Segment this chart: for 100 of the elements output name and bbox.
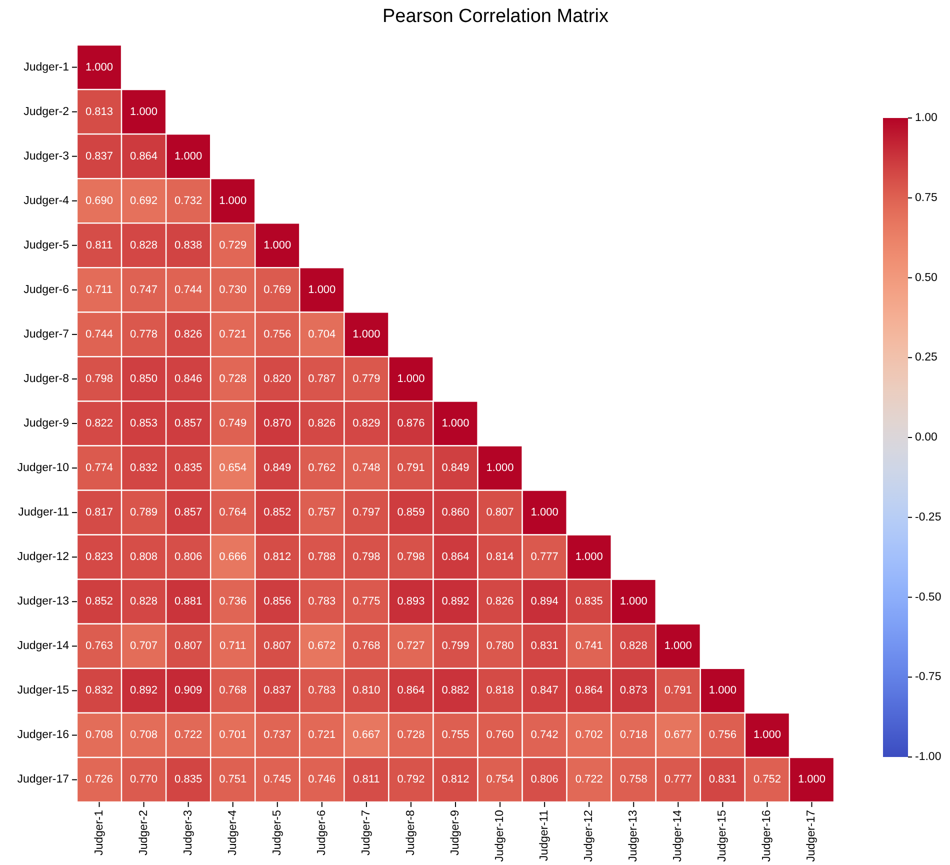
data-label: 1.000 bbox=[308, 284, 336, 296]
data-label: 1.000 bbox=[397, 372, 425, 385]
data-label: 0.881 bbox=[174, 596, 202, 608]
color-bar-label: -0.75 bbox=[915, 671, 942, 684]
data-label: 0.837 bbox=[86, 150, 114, 162]
data-label: 0.849 bbox=[442, 462, 470, 474]
data-label: 0.741 bbox=[575, 640, 603, 652]
data-label: 0.892 bbox=[442, 596, 470, 608]
data-label: 0.835 bbox=[575, 596, 603, 608]
x-tick-label: Judger-10 bbox=[494, 810, 506, 862]
data-label: 0.792 bbox=[397, 774, 425, 786]
data-label: 0.711 bbox=[219, 640, 246, 652]
data-label: 0.744 bbox=[174, 284, 202, 296]
data-label: 0.701 bbox=[219, 729, 247, 742]
data-label: 0.893 bbox=[397, 596, 425, 608]
data-label: 0.818 bbox=[486, 684, 514, 697]
x-tick-label: Judger-7 bbox=[360, 810, 372, 856]
data-label: 0.742 bbox=[530, 729, 558, 742]
data-label: 1.000 bbox=[708, 684, 736, 697]
data-label: 0.732 bbox=[174, 194, 202, 207]
x-tick-label: Judger-6 bbox=[316, 810, 328, 856]
data-label: 0.762 bbox=[308, 462, 336, 474]
data-label: 0.823 bbox=[86, 551, 114, 564]
data-label: 0.864 bbox=[130, 150, 158, 162]
data-label: 0.828 bbox=[130, 596, 158, 608]
color-bar-label: -0.25 bbox=[915, 511, 942, 524]
data-label: 0.791 bbox=[664, 684, 692, 697]
data-label: 1.000 bbox=[753, 729, 781, 742]
data-label: 1.000 bbox=[174, 150, 202, 162]
data-label: 0.783 bbox=[308, 684, 336, 697]
data-label: 0.797 bbox=[352, 506, 380, 519]
data-label: 0.864 bbox=[397, 684, 425, 697]
y-tick-label: Judger-3 bbox=[24, 150, 69, 162]
color-bar-label: 0.00 bbox=[915, 432, 938, 444]
data-label: 0.826 bbox=[174, 328, 202, 340]
x-tick-label: Judger-4 bbox=[226, 809, 239, 856]
data-label: 0.756 bbox=[264, 328, 292, 340]
data-label: 0.832 bbox=[130, 462, 158, 474]
data-label: 0.860 bbox=[442, 506, 470, 519]
data-label: 0.837 bbox=[264, 684, 292, 697]
data-label: 0.745 bbox=[264, 774, 292, 786]
data-label: 0.894 bbox=[530, 596, 558, 608]
data-label: 0.754 bbox=[486, 774, 514, 786]
x-tick-label: Judger-14 bbox=[672, 809, 684, 862]
data-label: 0.748 bbox=[352, 462, 380, 474]
data-label: 0.812 bbox=[264, 551, 292, 564]
data-label: 0.857 bbox=[174, 506, 202, 519]
color-bar-label: -0.50 bbox=[915, 591, 942, 604]
x-tick-label: Judger-3 bbox=[182, 810, 194, 856]
data-label: 1.000 bbox=[664, 640, 692, 652]
data-label: 0.702 bbox=[575, 729, 603, 742]
data-label: 0.768 bbox=[219, 684, 247, 697]
x-tick-label: Judger-5 bbox=[271, 810, 284, 856]
data-label: 0.829 bbox=[352, 418, 380, 430]
data-label: 0.779 bbox=[352, 372, 380, 385]
color-bar-label: 1.00 bbox=[915, 112, 938, 124]
data-label: 0.777 bbox=[530, 551, 558, 564]
data-label: 1.000 bbox=[530, 506, 558, 519]
x-tick-label: Judger-16 bbox=[761, 810, 774, 862]
color-bar-label: 0.50 bbox=[915, 272, 938, 284]
data-label: 0.654 bbox=[219, 462, 247, 474]
data-label: 0.768 bbox=[352, 640, 380, 652]
data-label: 0.882 bbox=[442, 684, 470, 697]
data-label: 0.864 bbox=[575, 684, 603, 697]
data-label: 0.769 bbox=[264, 284, 292, 296]
color-bar-label: 0.75 bbox=[915, 192, 938, 204]
data-label: 0.783 bbox=[308, 596, 336, 608]
data-label: 0.749 bbox=[219, 418, 247, 430]
data-label: 0.850 bbox=[130, 372, 158, 385]
data-label: 0.764 bbox=[219, 506, 247, 519]
data-label: 0.677 bbox=[664, 729, 692, 742]
data-label: 0.775 bbox=[352, 596, 380, 608]
data-label: 0.744 bbox=[86, 328, 114, 340]
data-label: 0.813 bbox=[86, 106, 114, 118]
x-tick-label: Judger-15 bbox=[716, 810, 729, 862]
y-tick-label: Judger-9 bbox=[24, 418, 69, 430]
data-label: 0.758 bbox=[620, 774, 648, 786]
y-tick-label: Judger-6 bbox=[24, 284, 69, 296]
data-label: 0.722 bbox=[575, 774, 603, 786]
data-label: 0.835 bbox=[174, 774, 202, 786]
data-label: 0.812 bbox=[442, 774, 470, 786]
data-label: 0.876 bbox=[397, 418, 425, 430]
x-tick-label: Judger-9 bbox=[450, 810, 462, 856]
color-bar-label: -1.00 bbox=[915, 751, 942, 763]
data-label: 0.799 bbox=[442, 640, 470, 652]
y-tick-label: Judger-10 bbox=[17, 462, 69, 474]
data-label: 0.721 bbox=[219, 328, 247, 340]
data-label: 0.791 bbox=[397, 462, 425, 474]
data-label: 0.909 bbox=[174, 684, 202, 697]
data-label: 0.752 bbox=[753, 774, 781, 786]
data-label: 0.708 bbox=[130, 729, 158, 742]
data-label: 0.847 bbox=[530, 684, 558, 697]
y-tick-label: Judger-14 bbox=[17, 640, 70, 652]
data-label: 0.820 bbox=[264, 372, 292, 385]
data-label: 0.737 bbox=[264, 729, 292, 742]
data-label: 0.870 bbox=[264, 418, 292, 430]
data-label: 1.000 bbox=[219, 194, 247, 207]
data-label: 0.755 bbox=[442, 729, 470, 742]
data-label: 0.730 bbox=[219, 284, 247, 296]
x-tick-label: Judger-17 bbox=[806, 810, 818, 862]
